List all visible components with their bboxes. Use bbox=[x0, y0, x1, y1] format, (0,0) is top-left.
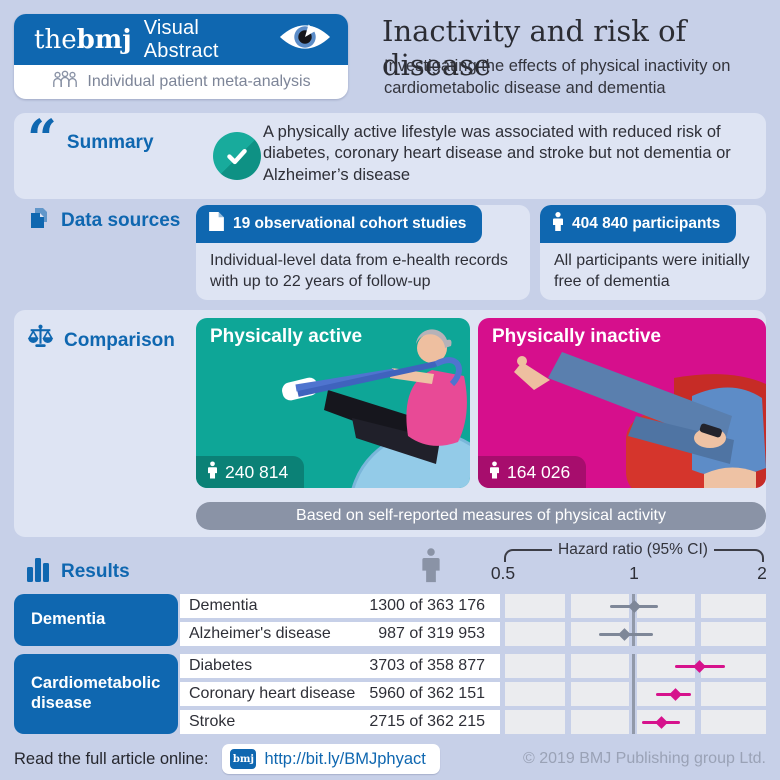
tick-0-5: 0.5 bbox=[490, 563, 516, 583]
plot-band bbox=[505, 594, 565, 618]
table-row: Diabetes 3703 of 358 877 bbox=[180, 654, 500, 678]
article-link-pill[interactable]: bmj http://bit.ly/BMJphyact bbox=[222, 744, 440, 774]
table-row: Coronary heart disease 5960 of 362 151 bbox=[180, 682, 500, 706]
physically-active-photo bbox=[282, 329, 470, 488]
summary-heading: “ Summary bbox=[27, 109, 154, 170]
plot-band bbox=[505, 654, 565, 678]
events-count: 987 of 319 953 bbox=[378, 625, 485, 642]
physically-inactive-card: Physically inactive 164 026 bbox=[478, 318, 766, 488]
balance-scale-icon bbox=[27, 324, 54, 357]
documents-icon bbox=[27, 206, 51, 236]
data-source-card-participants: 404 840 participants All participants we… bbox=[540, 205, 766, 300]
participants-column-icon bbox=[422, 547, 440, 588]
participants-pill-label: 404 840 participants bbox=[572, 215, 721, 232]
comparison-heading: Comparison bbox=[27, 324, 175, 357]
events-count: 2715 of 362 215 bbox=[369, 713, 485, 730]
outcome-label: Diabetes bbox=[189, 657, 253, 674]
page-subtitle: Investigating the effects of physical in… bbox=[384, 57, 731, 97]
group-label-dementia: Dementia bbox=[14, 594, 178, 646]
bmj-logo-banner: the bmj Visual Abstract bbox=[14, 14, 348, 65]
plot-band bbox=[571, 682, 629, 706]
physically-active-card: Physically active 240 814 bbox=[196, 318, 470, 488]
self-reported-banner: Based on self-reported measures of physi… bbox=[196, 502, 766, 530]
document-icon bbox=[209, 212, 224, 236]
plot-band bbox=[701, 710, 766, 734]
inactive-count-badge: 164 026 bbox=[478, 456, 587, 488]
eye-icon bbox=[278, 20, 332, 59]
axis-bracket-right bbox=[714, 549, 764, 562]
person-icon bbox=[208, 460, 217, 484]
check-icon bbox=[213, 132, 261, 180]
reference-line bbox=[632, 594, 635, 646]
plot-band bbox=[505, 710, 565, 734]
physically-inactive-label: Physically inactive bbox=[492, 326, 661, 347]
outcome-label: Alzheimer's disease bbox=[189, 625, 331, 642]
summary-text: A physically active lifestyle was associ… bbox=[263, 123, 731, 184]
meta-analysis-label: Individual patient meta-analysis bbox=[87, 73, 311, 90]
active-count-badge: 240 814 bbox=[196, 456, 305, 488]
studies-body-text: Individual-level data from e-health reco… bbox=[210, 252, 508, 290]
outcome-label: Dementia bbox=[189, 597, 258, 614]
studies-pill: 19 observational cohort studies bbox=[196, 205, 483, 243]
tick-1: 1 bbox=[629, 563, 639, 583]
article-link[interactable]: http://bit.ly/BMJphyact bbox=[264, 749, 426, 768]
table-row: Alzheimer's disease 987 of 319 953 bbox=[180, 622, 500, 646]
outcome-label: Stroke bbox=[189, 713, 236, 730]
logo-bmj: bmj bbox=[76, 24, 132, 55]
quote-icon: “ bbox=[27, 109, 57, 170]
copyright: © 2019 BMJ Publishing group Ltd. bbox=[522, 750, 766, 767]
data-sources-heading-label: Data sources bbox=[61, 210, 181, 231]
footer: Read the full article online: bmj http:/… bbox=[14, 743, 766, 775]
participants-body-text: All participants were initially free of … bbox=[554, 252, 750, 290]
footer-prompt: Read the full article online: bbox=[14, 749, 209, 768]
group-label-cardiometabolic-disease: Cardiometabolic disease bbox=[14, 654, 178, 734]
meta-analysis-badge: Individual patient meta-analysis bbox=[14, 65, 348, 99]
outcome-label: Coronary heart disease bbox=[189, 685, 356, 702]
people-trio-icon bbox=[51, 70, 79, 94]
studies-pill-label: 19 observational cohort studies bbox=[233, 215, 467, 232]
results-heading: Results bbox=[27, 556, 130, 588]
physically-inactive-photo bbox=[514, 352, 766, 488]
results-heading-label: Results bbox=[61, 561, 130, 582]
data-source-card-studies: 19 observational cohort studies Individu… bbox=[196, 205, 530, 300]
hazard-ratio-axis-title: Hazard ratio (95% CI) bbox=[558, 541, 708, 558]
table-row: Stroke 2715 of 362 215 bbox=[180, 710, 500, 734]
events-count: 5960 of 362 151 bbox=[369, 685, 485, 702]
comparison-heading-label: Comparison bbox=[64, 329, 175, 351]
events-count: 3703 of 358 877 bbox=[369, 657, 485, 674]
plot-band bbox=[701, 622, 766, 646]
plot-band bbox=[701, 682, 766, 706]
physically-active-label: Physically active bbox=[210, 326, 363, 347]
person-icon bbox=[490, 460, 499, 484]
plot-band bbox=[571, 710, 629, 734]
active-count: 240 814 bbox=[225, 461, 289, 482]
visual-abstract-label: Visual Abstract bbox=[143, 16, 219, 62]
axis-bracket-left bbox=[504, 549, 552, 562]
bmj-chip-icon: bmj bbox=[230, 749, 257, 769]
participants-pill: 404 840 participants bbox=[540, 205, 737, 243]
summary-heading-label: Summary bbox=[66, 132, 154, 153]
data-sources-heading: Data sources bbox=[27, 206, 180, 236]
reference-line bbox=[632, 654, 635, 734]
plot-band bbox=[571, 654, 629, 678]
table-row: Dementia 1300 of 363 176 bbox=[180, 594, 500, 618]
plot-band bbox=[505, 622, 565, 646]
person-icon bbox=[553, 212, 563, 236]
page-title: Inactivity and risk of disease bbox=[382, 14, 687, 82]
plot-band bbox=[505, 682, 565, 706]
logo-the: the bbox=[34, 24, 77, 55]
bmj-logo-block: the bmj Visual Abstract Individual pat bbox=[14, 14, 348, 99]
events-count: 1300 of 363 176 bbox=[369, 597, 485, 614]
inactive-count: 164 026 bbox=[507, 461, 571, 482]
summary-panel bbox=[14, 113, 766, 199]
tick-2: 2 bbox=[757, 563, 767, 583]
bar-chart-icon bbox=[27, 556, 51, 588]
plot-band bbox=[701, 594, 766, 618]
